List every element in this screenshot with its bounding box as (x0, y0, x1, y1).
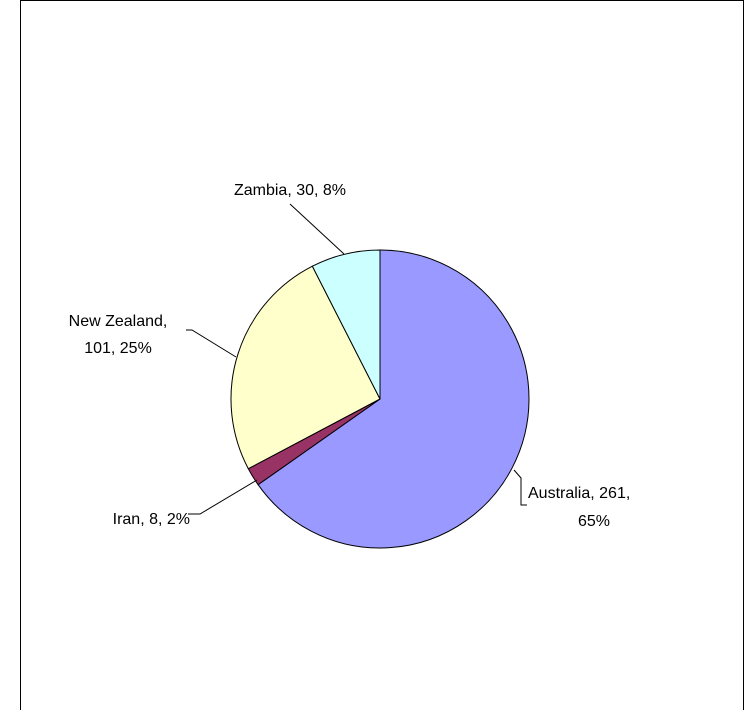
leader-line-zambia (289, 203, 345, 255)
data-label-australia: Australia, 261, (528, 485, 630, 502)
leader-lines (186, 203, 527, 515)
leader-line-australia (513, 469, 527, 506)
pie-slices (230, 249, 530, 549)
data-label-zambia: Zambia, 30, 8% (234, 182, 346, 199)
pie-slice-zambia (311, 249, 381, 400)
data-label-new-zealand: New Zealand, (69, 313, 168, 330)
leader-line-iran (188, 479, 258, 515)
pie-slice-australia (257, 249, 530, 549)
data-label-australia: 65% (578, 513, 610, 530)
data-labels: Australia, 261, 65% Iran, 8, 2% New Zealand… (69, 182, 631, 530)
leader-line-new-zealand (186, 329, 237, 358)
data-label-iran: Iran, 8, 2% (113, 511, 190, 528)
pie-slice-new-zealand (230, 265, 381, 470)
data-label-new-zealand: 101, 25% (84, 340, 152, 357)
